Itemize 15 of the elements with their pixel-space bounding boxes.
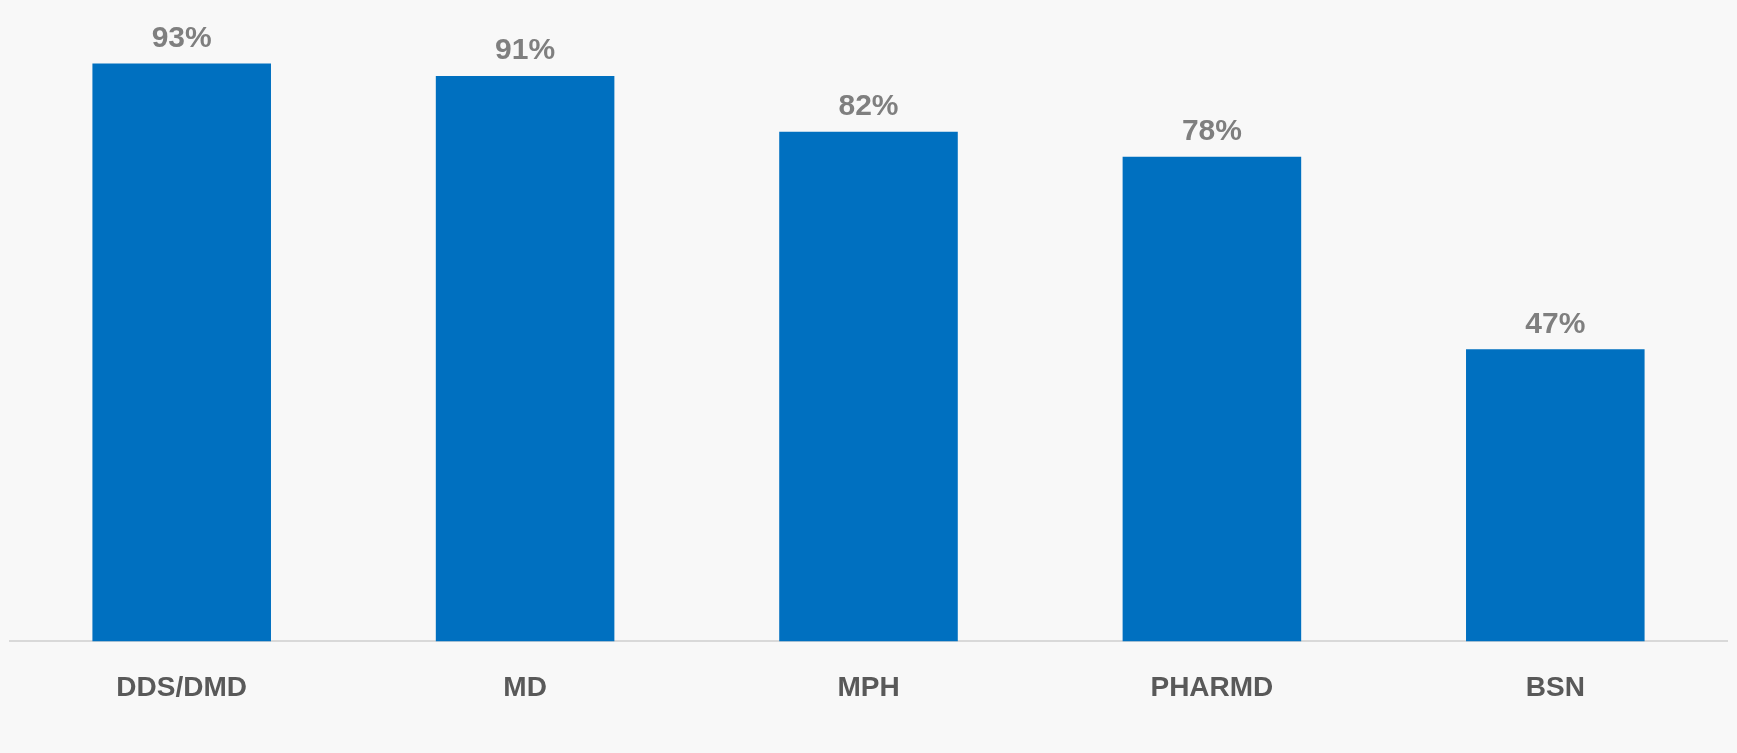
x-tick-label: MD [503, 670, 547, 702]
x-tick-label: MPH [837, 670, 900, 702]
bar [1122, 156, 1302, 642]
data-label: 82% [838, 88, 899, 122]
bar [435, 75, 615, 642]
x-tick-label: PHARMD [1150, 670, 1274, 702]
bar [92, 63, 271, 642]
x-tick-label: BSN [1525, 670, 1585, 702]
data-label: 47% [1525, 305, 1586, 339]
bar [1466, 349, 1645, 642]
x-tick-label: DDS/DMD [116, 670, 248, 702]
data-label: 91% [495, 32, 556, 66]
data-label: 78% [1181, 112, 1242, 146]
bar [779, 131, 958, 642]
data-label: 93% [151, 19, 212, 53]
